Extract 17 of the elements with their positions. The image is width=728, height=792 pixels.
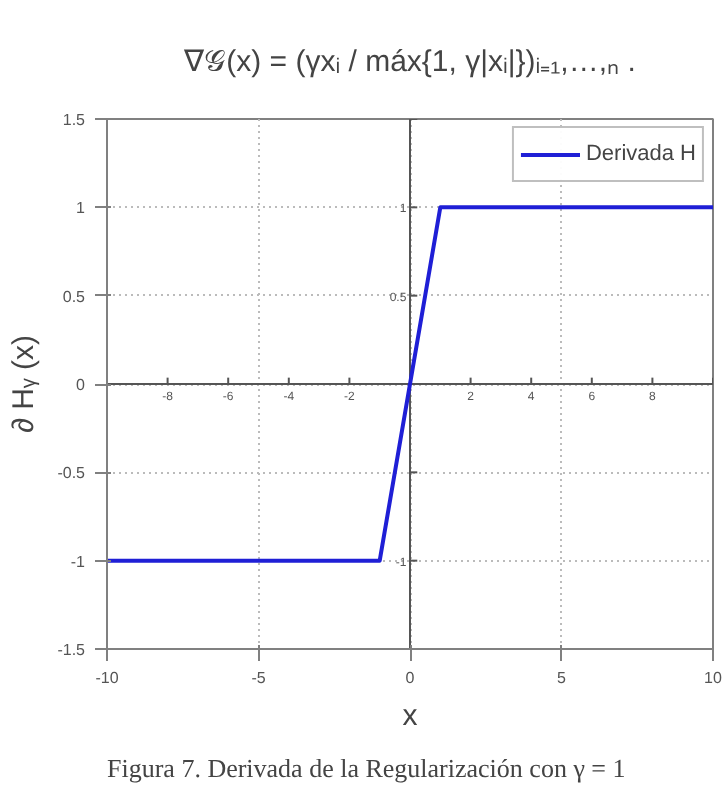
text: Figura 7. Derivada de la Regularización con γ = 1	[107, 753, 626, 783]
y-tick-label: -1.5	[57, 641, 87, 659]
y-axis-title: ∂ Hᵧ (x)	[7, 335, 42, 433]
x-tick-label: -10	[95, 669, 120, 687]
y-tick-label: -0.5	[57, 464, 87, 483]
x-axis-title: x	[402, 699, 419, 733]
y-tick-label: 1	[76, 199, 87, 218]
y-tick-label: -1	[70, 552, 87, 571]
legend-label: Derivada H	[585, 142, 696, 166]
x-tick-label: 0	[405, 669, 416, 687]
x-tick-label: 5	[557, 669, 568, 687]
y-tick-label: 0	[76, 376, 87, 394]
x-tick-label: -5	[251, 669, 267, 687]
y-tick-label: 1.5	[62, 111, 87, 129]
y-tick-label: 0.5	[62, 287, 87, 306]
x-tick-label: 10	[704, 669, 723, 687]
chart-title: ∇𝒢(x) = (γxᵢ / máx{1, γ|xᵢ|})ᵢ₌₁,…,ₙ .	[182, 45, 636, 79]
